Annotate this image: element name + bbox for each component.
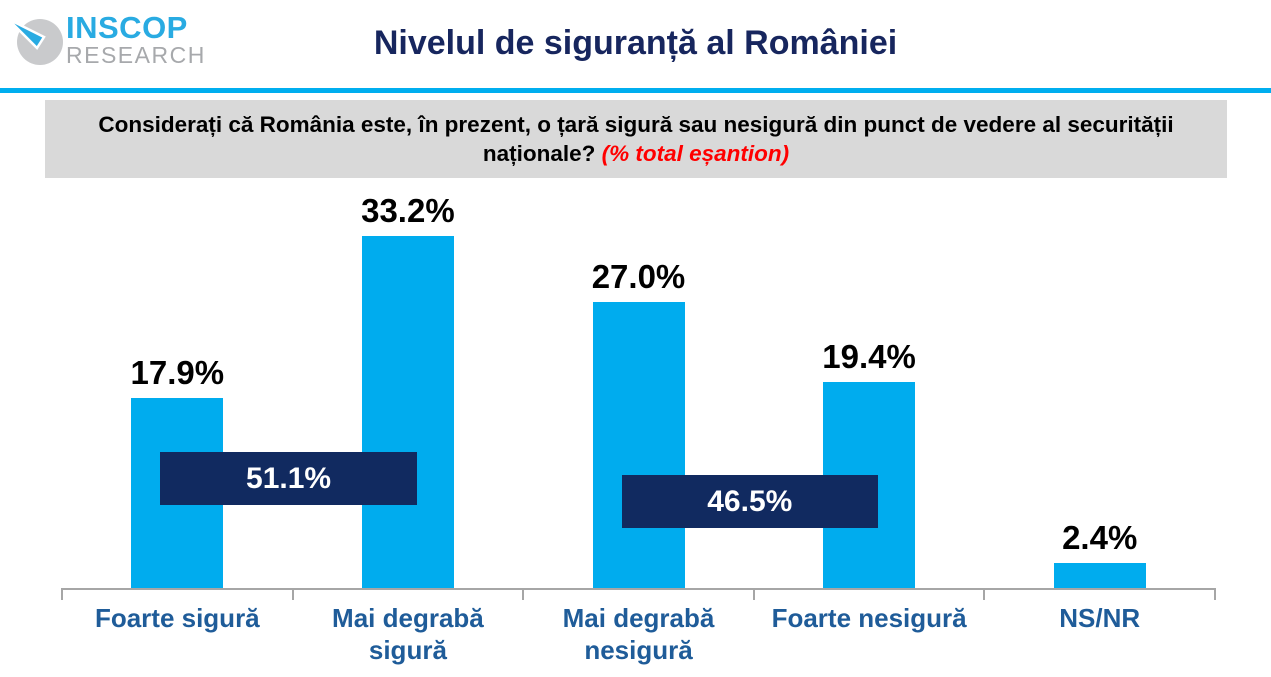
logo-name: INSCOP xyxy=(66,10,188,45)
category-label: Mai degrabă nesigură xyxy=(562,603,715,665)
x-axis-line xyxy=(62,588,1215,590)
group-annotation-2: 46.5% xyxy=(621,475,879,528)
bar-value-label: 19.4% xyxy=(822,338,916,376)
bar-value-label: 27.0% xyxy=(591,257,686,295)
question-line-1: Considerați că România este, în prezent,… xyxy=(98,112,1174,137)
bar-chart: 17.9% Foarte sigură 33.2% Mai degrabă sigur… xyxy=(55,180,1216,665)
inscop-logo-text: INSCOP RESEARCH xyxy=(66,12,206,67)
page-title: Nivelul de siguranță al României xyxy=(373,24,898,62)
category-label: NS/NR xyxy=(1059,603,1141,633)
bar-value-label: 33.2% xyxy=(361,192,455,230)
header-divider xyxy=(0,88,1271,93)
bar-value-label: 2.4% xyxy=(1062,518,1138,556)
category-label: Foarte nesigură xyxy=(771,603,967,633)
x-axis-tick xyxy=(983,588,986,600)
bar-5 xyxy=(1053,562,1146,588)
x-axis-tick xyxy=(291,588,294,600)
x-axis-tick xyxy=(752,588,755,600)
x-axis-tick xyxy=(522,588,525,600)
category-label: Foarte sigură xyxy=(94,603,260,633)
bar-2 xyxy=(361,236,454,588)
question-line-2: naționale? (% total eșantion) xyxy=(482,141,790,166)
bar-3 xyxy=(592,301,685,588)
question-sample-note: (% total eșantion) xyxy=(601,141,790,166)
question-box: Considerați că România este, în prezent,… xyxy=(45,100,1227,178)
x-axis-tick xyxy=(61,588,63,600)
logo-subname: RESEARCH xyxy=(66,42,206,68)
inscop-logo: INSCOP RESEARCH xyxy=(8,6,238,78)
group-annotation-1: 51.1% xyxy=(160,452,417,505)
x-axis-tick xyxy=(1214,588,1216,600)
category-label: Mai degrabă sigură xyxy=(332,603,484,665)
inscop-logo-icon xyxy=(8,17,63,65)
bar-value-label: 17.9% xyxy=(130,354,225,392)
